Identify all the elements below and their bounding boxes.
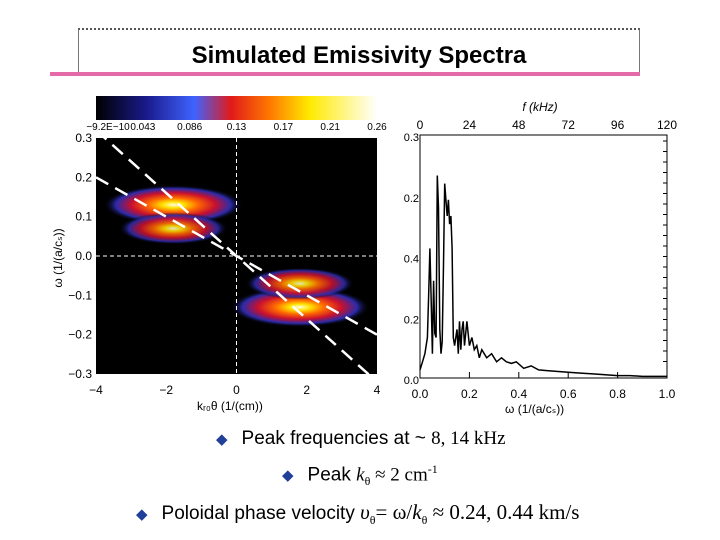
title-box: Simulated Emissivity Spectra [78, 28, 640, 72]
colorbar-tick-label: 0.26 [367, 122, 387, 133]
spectrum-x-tick-label: 0.4 [510, 387, 527, 401]
spectrum-top-tick-label: 96 [611, 118, 625, 132]
heatmap-y-tick-label: 0.3 [75, 131, 92, 145]
bullet-phase-velocity: ◆ Poloidal phase velocity υθ= ω/kθ ≈ 0.24… [136, 500, 580, 528]
heatmap-peak [229, 287, 370, 328]
heatmap-x-tick-label: −2 [159, 383, 173, 397]
spectrum-top-tick-label: 120 [657, 118, 677, 132]
spectrum-y-tick-label: 0.0 [404, 375, 419, 387]
heatmap-y-tick-label: 0.1 [75, 210, 92, 224]
heatmap-peak [118, 212, 228, 245]
bullet-peak-frequencies: ◆ Peak frequencies at ~ 8, 14 kHz [216, 428, 506, 449]
heatmap-x-tick-label: 4 [374, 383, 381, 397]
heatmap-x-tick-label: −4 [89, 383, 103, 397]
spectrum-top-tick-label: 48 [512, 118, 526, 132]
colorbar [96, 96, 377, 120]
bullet-peak-k: ◆ Peak kθ ≈ 2 cm-1 [282, 462, 438, 489]
spectrum-top-tick-label: 72 [562, 118, 576, 132]
page-title: Simulated Emissivity Spectra [191, 42, 527, 69]
colorbar-tick-label: −9.2E−10 [86, 122, 130, 133]
title-underline [50, 72, 640, 76]
heatmap-peak [103, 184, 244, 225]
heatmap-chart: −9.2E−10 0.043 0.086 0.13 0.17 0.21 0.26 −4 −2 0… [51, 96, 387, 413]
spectrum-x-tick-label: 1.0 [659, 387, 676, 401]
bullet-diamond-icon: ◆ [136, 506, 148, 523]
spectrum-y-tick-label: 0.2 [404, 314, 419, 326]
spectrum-x-tick-label: 0.0 [412, 387, 429, 401]
spectrum-x-tick-label: 0.2 [461, 387, 478, 401]
phase-velocity-line-2 [96, 176, 377, 336]
spectrum-line [419, 175, 667, 378]
spectrum-y-tick-label: 0.4 [404, 254, 419, 266]
colorbar-tick-label: 0.086 [177, 122, 202, 133]
spectrum-top-xlabel: f (kHz) [522, 100, 557, 114]
heatmap-y-tick-label: −0.1 [68, 288, 92, 302]
heatmap-y-tick-label: 0.0 [75, 249, 92, 263]
heatmap-x-tick-label: 0 [233, 383, 240, 397]
spectrum-x-tick-label: 0.6 [560, 387, 577, 401]
spectrum-xlabel: ω (1/(a/cₛ)) [505, 402, 564, 416]
spectrum-top-tick-label: 0 [417, 118, 424, 132]
bullet-diamond-icon: ◆ [282, 468, 294, 485]
spectrum-x-tick-label: 0.8 [609, 387, 626, 401]
heatmap-ylabel: ω (1/(a/cₛ)) [51, 228, 65, 287]
heatmap-xlabel: kᵣ₀θ (1/(cm)) [197, 399, 263, 413]
heatmap-y-tick-label: −0.2 [68, 328, 92, 342]
spectrum-y-tick-label: 0.2 [404, 193, 419, 205]
heatmap-peak [245, 267, 355, 300]
spectrum-y-tick-label: 0.3 [404, 132, 419, 144]
colorbar-tick-label: 0.21 [320, 122, 340, 133]
spectrum-chart: 0.0 0.2 0.4 0.6 0.8 1.0 0 24 48 72 96 120 0.3 0.2 0.4 0… [404, 100, 678, 416]
heatmap-x-tick-label: 2 [303, 383, 310, 397]
spectrum-top-tick-label: 24 [463, 118, 477, 132]
bullet-diamond-icon: ◆ [216, 431, 228, 448]
colorbar-tick-label: 0.17 [274, 122, 294, 133]
heatmap-y-tick-label: 0.2 [75, 170, 92, 184]
colorbar-tick-label: 0.043 [130, 122, 155, 133]
colorbar-tick-label: 0.13 [227, 122, 247, 133]
heatmap-y-tick-label: −0.3 [68, 367, 92, 381]
